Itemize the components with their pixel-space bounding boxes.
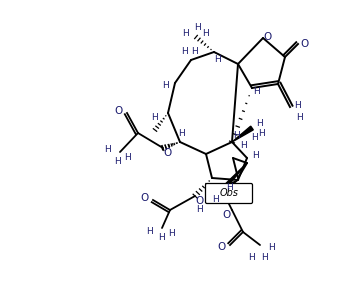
- Text: H: H: [295, 101, 302, 109]
- Text: H: H: [105, 146, 111, 154]
- Polygon shape: [221, 163, 247, 191]
- Text: H: H: [183, 29, 189, 37]
- Polygon shape: [221, 180, 238, 192]
- Text: H: H: [115, 157, 121, 167]
- Text: H: H: [269, 244, 276, 253]
- Text: H: H: [197, 206, 203, 215]
- Text: H: H: [192, 47, 198, 57]
- Polygon shape: [232, 126, 253, 142]
- Text: H: H: [259, 129, 265, 137]
- Text: H: H: [147, 227, 153, 237]
- Text: O: O: [223, 210, 231, 220]
- Text: O: O: [164, 148, 172, 158]
- Text: O: O: [141, 193, 149, 203]
- Text: H: H: [297, 112, 303, 122]
- Text: O: O: [264, 32, 272, 42]
- Text: O: O: [301, 39, 309, 49]
- Text: H: H: [215, 54, 221, 64]
- Text: H: H: [248, 253, 255, 261]
- Text: H: H: [234, 132, 240, 140]
- Text: H: H: [203, 29, 209, 39]
- Text: O: O: [218, 242, 226, 252]
- Text: H: H: [254, 88, 260, 96]
- Text: H: H: [257, 119, 263, 129]
- Text: H: H: [213, 195, 219, 205]
- Text: H: H: [252, 133, 259, 143]
- Text: H: H: [262, 253, 268, 261]
- Text: H: H: [181, 47, 188, 57]
- Text: O: O: [196, 196, 204, 206]
- Text: H: H: [240, 141, 247, 150]
- Text: H: H: [195, 22, 201, 32]
- Text: H: H: [253, 151, 259, 161]
- Text: H: H: [227, 184, 234, 192]
- Text: H: H: [169, 229, 175, 237]
- Text: Obs: Obs: [220, 188, 238, 199]
- Text: H: H: [159, 233, 166, 243]
- Text: H: H: [152, 113, 158, 123]
- Text: H: H: [163, 81, 169, 91]
- Text: H: H: [125, 153, 132, 161]
- Text: O: O: [115, 106, 123, 116]
- Text: H: H: [179, 130, 185, 139]
- FancyBboxPatch shape: [205, 184, 253, 203]
